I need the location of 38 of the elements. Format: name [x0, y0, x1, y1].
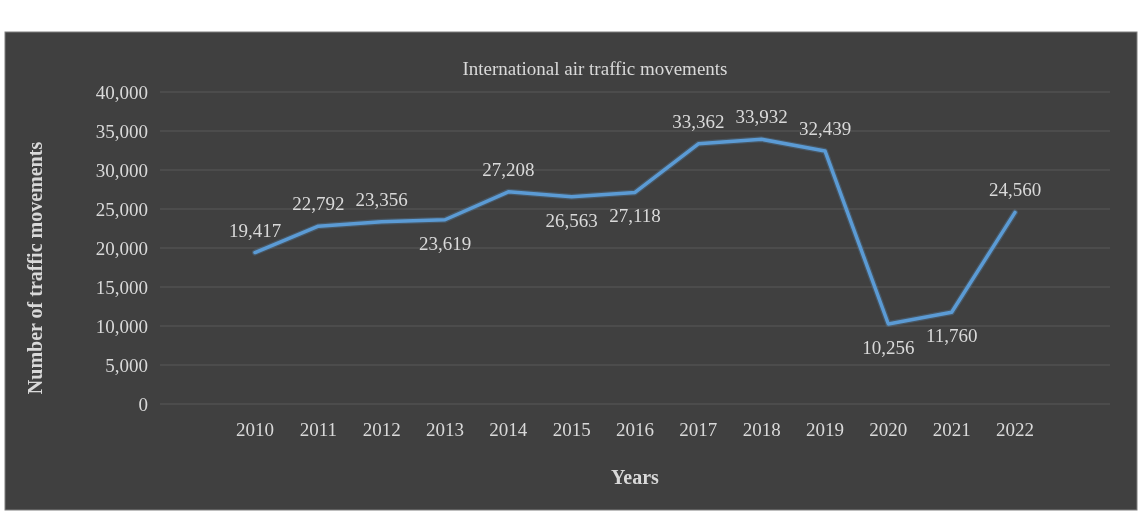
data-label: 10,256	[862, 337, 915, 358]
x-tick-label: 2022	[996, 419, 1034, 440]
x-tick-label: 2011	[299, 419, 337, 440]
x-tick-label: 2017	[679, 419, 718, 440]
y-tick-label: 5,000	[105, 354, 148, 376]
data-label: 11,760	[925, 325, 978, 347]
x-tick-label: 2020	[869, 419, 908, 440]
data-label: 19,417	[228, 219, 282, 241]
x-tick-label: 2015	[552, 419, 591, 440]
data-label: 32,439	[798, 117, 852, 139]
data-label: 27,208	[482, 158, 535, 180]
y-tick-label: 35,000	[95, 120, 148, 142]
y-tick-label: 10,000	[95, 315, 148, 337]
y-tick-label: 20,000	[95, 237, 148, 259]
data-label: 33,362	[672, 110, 725, 132]
data-label: 26,563	[545, 209, 598, 231]
x-axis-title: Years	[611, 466, 660, 488]
y-axis-title: Number of traffic movements	[24, 141, 46, 395]
data-label: 23,356	[355, 188, 408, 210]
data-label: 23,619	[418, 232, 472, 254]
x-tick-label: 2018	[742, 419, 781, 440]
y-tick-label: 40,000	[95, 81, 148, 103]
x-tick-label: 2010	[236, 419, 274, 440]
x-tick-label: 2016	[616, 419, 654, 440]
y-tick-label: 15,000	[95, 276, 148, 298]
x-tick-label: 2014	[489, 419, 528, 440]
data-label: 24,560	[988, 179, 1042, 201]
x-tick-label: 2021	[932, 419, 971, 440]
x-tick-label: 2013	[426, 419, 464, 440]
data-label: 27,118	[609, 205, 661, 227]
y-tick-label: 25,000	[95, 198, 148, 220]
data-label: 33,932	[735, 106, 788, 128]
y-tick-label: 30,000	[95, 159, 148, 181]
x-tick-label: 2019	[806, 419, 844, 440]
x-tick-label: 2012	[362, 419, 401, 440]
y-tick-label: 0	[138, 393, 148, 415]
data-label: 22,792	[292, 193, 345, 215]
chart-title: International air traffic movements	[462, 58, 728, 79]
